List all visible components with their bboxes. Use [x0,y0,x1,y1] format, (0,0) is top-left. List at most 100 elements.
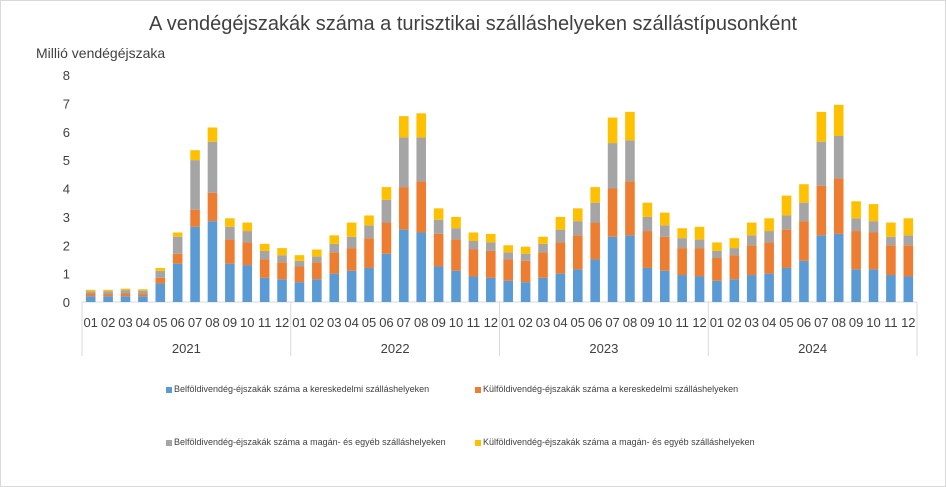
bar-segment-series-2 [729,255,740,280]
x-tick-label-month: 05 [779,315,793,330]
bar-segment-series-3 [764,231,774,243]
bar-segment-series-4 [138,289,148,291]
bar-segment-series-1 [259,277,270,302]
bar-segment-series-3 [903,235,914,246]
bar-segment-series-3 [399,137,409,188]
bar-segment-series-3 [346,236,357,249]
legend-swatch [166,439,172,446]
x-tick-label-month: 04 [762,315,776,330]
bar-segment-series-3 [103,291,113,295]
bar-segment-series-3 [781,215,792,230]
bar-segment-series-1 [503,280,513,302]
bar-segment-series-1 [294,282,305,302]
bar-segment-series-2 [294,266,305,283]
x-tick-label-month: 11 [675,315,689,330]
bar-segment-series-2 [625,181,635,236]
bar-segment-series-1 [451,270,461,302]
bar-segment-series-1 [712,280,722,302]
bar-segment-series-1 [816,235,827,302]
bar-segment-series-4 [468,232,479,241]
y-tick-label: 5 [63,153,70,168]
bar-segment-series-1 [399,229,409,302]
bar-segment-series-2 [833,178,844,234]
x-tick-label-month: 10 [240,315,254,330]
bar-segment-series-3 [329,243,340,253]
x-tick-label-month: 03 [745,315,759,330]
legend-item-series-4: Külföldivendég-éjszakák száma a magán- é… [475,437,755,447]
bar-segment-series-2 [433,233,444,267]
bar-segment-series-3 [642,216,653,232]
bar-segment-series-4 [694,226,705,240]
bar-segment-series-1 [625,235,635,302]
bar-segment-series-1 [868,269,879,302]
legend-swatch [166,386,172,393]
bar-segment-series-3 [520,253,531,261]
bar-segment-series-3 [468,240,479,250]
x-tick-label-month: 03 [118,315,132,330]
bar-segment-series-1 [416,232,426,302]
bar-segment-series-2 [816,185,827,236]
x-tick-label-year: 2023 [589,341,618,356]
bar-segment-series-4 [886,222,896,237]
bar-segment-series-4 [677,228,687,239]
x-tick-label-month: 10 [658,315,672,330]
bar-segment-series-3 [538,243,548,253]
bar-segment-series-3 [138,290,148,295]
bar-segment-series-2 [886,245,896,276]
bar-segment-series-4 [590,187,600,203]
x-tick-label-month: 07 [397,315,411,330]
bar-segment-series-2 [538,252,548,278]
bar-segment-series-4 [329,235,340,244]
legend-item-series-1: Belföldivendég-éjszakák száma a keresked… [166,384,429,394]
bar-segment-series-2 [277,262,287,280]
bar-segment-series-3 [607,143,618,189]
legend-label: Külföldivendég-éjszakák száma a magán- é… [483,437,755,447]
x-tick-label-month: 07 [188,315,202,330]
bar-segment-series-1 [903,276,914,302]
bar-segment-series-1 [364,267,374,302]
bar-segment-series-3 [259,250,270,260]
bar-segment-series-4 [781,195,792,216]
bar-segment-series-2 [85,293,96,297]
bar-segment-series-2 [207,192,218,222]
x-tick-label-month: 10 [866,315,880,330]
bar-segment-series-3 [172,236,183,254]
bar-segment-series-1 [729,279,740,302]
bar-segment-series-3 [451,228,461,240]
bar-segment-series-3 [155,270,166,278]
x-tick-label-month: 08 [205,315,219,330]
bar-segment-series-1 [555,273,566,303]
bar-segment-series-3 [746,235,757,246]
bar-segment-series-3 [659,225,670,237]
x-tick-label-month: 02 [310,315,324,330]
bar-segment-series-1 [190,226,200,302]
bar-segment-series-3 [868,221,879,233]
bar-segment-series-4 [172,232,183,237]
bar-segment-series-4 [416,113,426,138]
bar-segment-series-4 [729,238,740,249]
x-tick-label-month: 12 [275,315,289,330]
y-tick-label: 4 [63,182,70,197]
bar-segment-series-2 [712,258,722,281]
bar-segment-series-3 [677,238,687,249]
bar-segment-series-3 [694,239,705,249]
bar-segment-series-2 [468,249,479,277]
bar-segment-series-4 [799,184,809,203]
bar-segment-series-4 [746,222,757,236]
bar-segment-series-3 [729,248,740,256]
bar-segment-series-3 [225,226,235,240]
x-tick-label-year: 2022 [381,341,410,356]
bar-segment-series-4 [155,267,166,271]
bar-segment-series-1 [312,279,322,302]
bar-segment-series-4 [259,243,270,251]
bar-segment-series-4 [538,236,548,244]
bar-segment-series-3 [573,221,583,236]
bar-segment-series-3 [625,140,635,182]
y-tick-label: 2 [63,238,70,253]
bar-segment-series-3 [503,252,513,260]
bar-segment-series-4 [433,208,444,220]
bar-segment-series-4 [607,117,618,144]
bar-segment-series-3 [712,250,722,259]
bar-segment-series-1 [468,276,479,302]
x-tick-label-month: 08 [623,315,637,330]
